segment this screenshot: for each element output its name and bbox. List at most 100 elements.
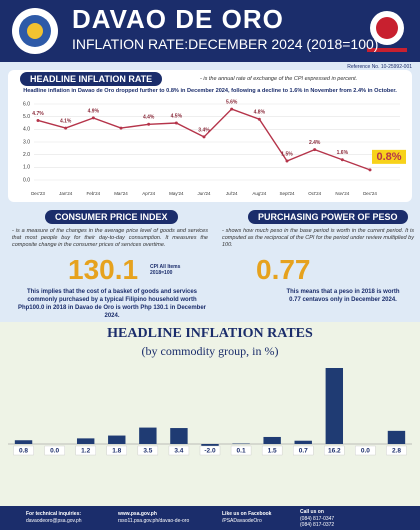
footer-text: For technical inquiries: xyxy=(26,511,82,517)
x-tick-label: Oct'24 xyxy=(308,191,321,196)
bar xyxy=(108,435,126,444)
data-label: 1.2 xyxy=(81,448,90,455)
label-box xyxy=(230,445,252,456)
data-label: 0.8% xyxy=(376,151,401,163)
y-tick-label: 5.0 xyxy=(23,114,30,120)
data-label: 0.8 xyxy=(19,448,28,455)
definition: - shows how much peso in the base period… xyxy=(222,228,414,249)
y-tick-label: 6.0 xyxy=(23,101,30,107)
bar xyxy=(325,368,344,444)
point xyxy=(36,118,40,122)
section-heading: HEADLINE INFLATION RATE xyxy=(20,72,163,86)
data-label: -2.0 xyxy=(204,448,216,455)
footer: For technical inquiries: davaodeoro@psa.… xyxy=(0,506,420,530)
y-tick-label: 3.0 xyxy=(23,139,30,145)
y-tick-label: 1.0 xyxy=(23,165,30,171)
data-label: 4.4% xyxy=(143,115,155,121)
x-tick-label: Nov'24 xyxy=(335,191,349,196)
x-tick-label: Aug'24 xyxy=(252,191,266,196)
footer-text: www.psa.gov.ph xyxy=(118,511,157,517)
highlight-box xyxy=(372,149,406,164)
label-box xyxy=(137,445,159,456)
x-tick-label: Apr'24 xyxy=(142,191,155,196)
bar-chart: 0.8 0.0 1.2 1.8 3.5 3.4 -2.0 0.1 1.5 0.7 16.2 0.0 2.… xyxy=(8,368,412,456)
data-label: 1.5 xyxy=(268,448,277,455)
subtitle: INFLATION RATE:DECEMBER 2024 (2018=100) xyxy=(72,36,379,52)
label-box xyxy=(168,445,190,456)
point xyxy=(285,159,289,163)
data-label: 4.8% xyxy=(254,110,266,116)
footer-text: Call us on xyxy=(300,509,324,515)
data-label: 1.5% xyxy=(281,151,293,157)
point xyxy=(340,158,344,162)
point xyxy=(174,121,178,125)
header-bar xyxy=(0,0,420,62)
label-box xyxy=(261,445,283,456)
point xyxy=(119,126,123,130)
bar-subtitle: (by commodity group, in %) xyxy=(141,344,279,358)
ppp-value: 0.77 xyxy=(256,254,311,285)
footer-text: /PSADavaodeOro xyxy=(222,518,262,524)
data-label: 1.6% xyxy=(337,150,349,156)
x-tick-label: Jul'24 xyxy=(226,191,238,196)
label-box xyxy=(324,445,345,456)
label-box xyxy=(355,445,376,456)
section-heading: PURCHASING POWER OF PESO xyxy=(248,210,408,224)
cpi-caption: CPI All Items 2018=100 xyxy=(150,264,181,276)
x-tick-label: Dec'24 xyxy=(363,191,377,196)
y-tick-label: 2.0 xyxy=(23,152,30,158)
footer-text: rsso11.psa.gov.ph/davao-de-oro xyxy=(118,518,190,524)
data-label: 4.9% xyxy=(88,108,100,114)
reference: Reference No. 10-25992-001 xyxy=(347,64,412,70)
bagong-pilipinas-logo xyxy=(367,11,407,52)
label-box xyxy=(44,445,65,456)
definition: - is a measure of the changes in the ave… xyxy=(12,228,208,249)
label-box xyxy=(199,445,221,456)
data-label: 4.5% xyxy=(171,113,183,119)
footer-text: Like us on Facebook xyxy=(222,511,272,517)
bar-title: HEADLINE INFLATION RATES xyxy=(107,326,313,341)
point xyxy=(64,126,68,130)
bar xyxy=(387,430,406,444)
data-label: 3.5 xyxy=(143,448,152,455)
bar xyxy=(170,428,188,444)
data-label: 2.4% xyxy=(309,140,321,146)
bar xyxy=(294,440,312,444)
x-tick-label: Jun'24 xyxy=(197,191,211,196)
bar xyxy=(263,436,281,444)
label-box xyxy=(293,445,314,456)
cpi-value: 130.1 xyxy=(68,254,139,285)
point xyxy=(147,122,151,126)
data-label: 4.7% xyxy=(32,111,44,117)
label-box xyxy=(106,445,127,456)
point xyxy=(230,107,234,111)
data-label: 0.0 xyxy=(50,448,59,455)
ppp-explanation: This means that a peso in 2018 is worth … xyxy=(286,289,400,304)
label-box xyxy=(386,445,407,456)
data-label: 1.8 xyxy=(112,448,121,455)
commodity-panel xyxy=(0,322,420,506)
title: DAVAO DE ORO xyxy=(72,4,284,34)
x-tick-label: May'24 xyxy=(169,191,184,196)
label-box xyxy=(13,445,34,456)
data-label: 3.4% xyxy=(198,127,210,133)
bar xyxy=(139,427,157,444)
y-tick-label: 4.0 xyxy=(23,127,30,133)
bar xyxy=(14,440,33,444)
data-label: 16.2 xyxy=(328,448,341,455)
footer-text: davaodeoro@psa.gov.ph xyxy=(26,518,82,524)
x-tick-label: Sept'24 xyxy=(279,191,295,196)
data-label: 3.4 xyxy=(174,448,183,455)
data-label: 0.1 xyxy=(237,448,246,455)
data-label: 0.7 xyxy=(299,448,308,455)
point xyxy=(368,168,372,172)
point xyxy=(91,116,95,120)
logo xyxy=(12,8,58,54)
cpi-explanation: This implies that the cost of a basket o… xyxy=(17,289,207,320)
chart-title: Headline inflation in Davao de Oro dropp… xyxy=(23,88,397,94)
x-tick-label: Mar'24 xyxy=(114,191,128,196)
line-chart: 0.0 1.0 2.0 3.0 4.0 5.0 6.0 Dec'23 4.7% Jan'24 4.1… xyxy=(23,99,406,196)
section-heading: CONSUMER PRICE INDEX xyxy=(45,210,178,224)
x-tick-label: Jan'24 xyxy=(59,191,73,196)
